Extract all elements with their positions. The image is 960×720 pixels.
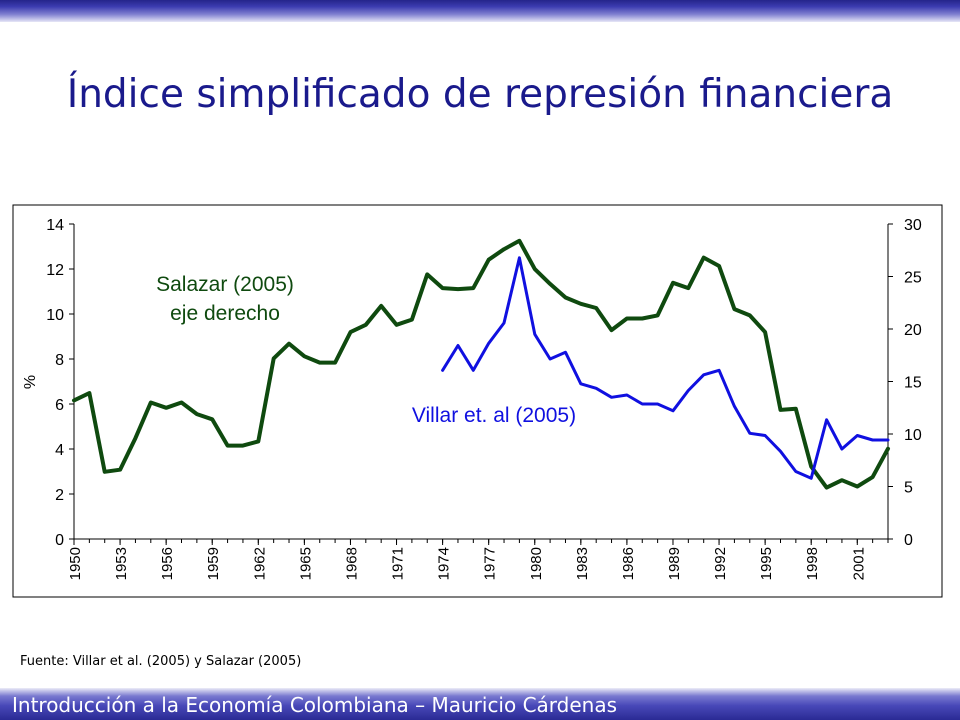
x-tick-label: 1965 xyxy=(297,547,314,580)
x-tick-label: 1977 xyxy=(482,547,499,580)
left-y-tick-label: 10 xyxy=(46,307,64,324)
bottom-decorative-band xyxy=(0,688,960,720)
x-tick-label: 1989 xyxy=(666,547,683,580)
source-note: Fuente: Villar et al. (2005) y Salazar (… xyxy=(20,654,302,669)
left-y-tick-label: 4 xyxy=(55,442,64,459)
x-tick-label: 1956 xyxy=(159,547,176,580)
series-line-salazar xyxy=(72,238,890,490)
right-y-tick-label: 30 xyxy=(904,217,922,234)
x-tick-label: 1983 xyxy=(574,547,591,580)
axis-label-left: % xyxy=(22,375,39,389)
x-tick-label: 1962 xyxy=(251,547,268,580)
right-y-tick-label: 0 xyxy=(904,532,913,549)
top-decorative-band xyxy=(0,0,960,22)
series-label-villar: Villar et. al (2005) xyxy=(412,404,576,427)
x-tick-label: 1950 xyxy=(67,547,84,580)
x-tick-label: 1980 xyxy=(528,547,545,580)
x-tick-label: 1986 xyxy=(620,547,637,580)
x-tick-label: 1998 xyxy=(804,547,821,580)
right-y-tick-label: 20 xyxy=(904,322,922,339)
x-tick-label: 1959 xyxy=(205,547,222,580)
right-y-tick-label: 10 xyxy=(904,427,922,444)
x-tick-label: 2001 xyxy=(850,547,867,580)
footer-text: Introducción a la Economía Colombiana – … xyxy=(12,693,618,717)
left-y-tick-label: 12 xyxy=(46,262,64,279)
series-label-salazar-line1: Salazar (2005) xyxy=(156,273,294,296)
left-y-tick-label: 0 xyxy=(55,532,64,549)
series-line-villar xyxy=(441,256,890,480)
chart-frame xyxy=(12,204,943,598)
right-y-tick-label: 15 xyxy=(904,375,922,392)
left-y-tick-label: 6 xyxy=(55,397,64,414)
right-y-tick-label: 25 xyxy=(904,270,922,287)
x-tick-label: 1953 xyxy=(113,547,130,580)
x-tick-label: 1995 xyxy=(758,547,775,580)
x-tick-label: 1968 xyxy=(343,547,360,580)
slide-title: Índice simplificado de represión financi… xyxy=(66,72,894,117)
left-y-tick-label: 2 xyxy=(55,487,64,504)
left-y-tick-label: 14 xyxy=(46,217,64,234)
series-label-salazar-line2: eje derecho xyxy=(170,302,280,325)
x-tick-label: 1992 xyxy=(712,547,729,580)
x-tick-label: 1971 xyxy=(390,547,407,580)
x-tick-label: 1974 xyxy=(436,547,453,580)
left-y-tick-label: 8 xyxy=(55,352,64,369)
right-y-tick-label: 5 xyxy=(904,480,913,497)
